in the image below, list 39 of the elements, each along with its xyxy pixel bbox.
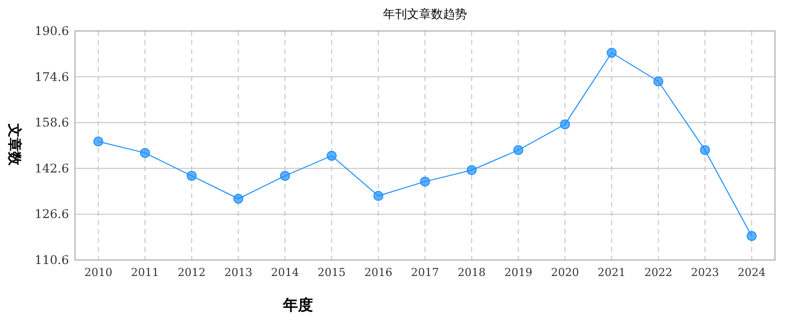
x-tick-label: 2018: [458, 266, 486, 279]
point: [186, 170, 197, 181]
x-tick-label: 2021: [598, 266, 626, 279]
point: [233, 194, 244, 204]
chart-title: 年刊文章数趋势: [383, 7, 467, 21]
y-tick-label: 174.6: [34, 70, 69, 84]
point: [140, 148, 150, 158]
x-tick-label: 2012: [178, 266, 206, 279]
x-tick-label: 2020: [551, 266, 579, 279]
y-tick-label: 190.6: [34, 24, 69, 38]
x-tick-label: 2013: [224, 266, 252, 279]
y-tick-label: 126.6: [34, 207, 69, 222]
x-tick-label: 2017: [411, 266, 439, 279]
x-tick-label: 2023: [691, 266, 719, 279]
point: [746, 230, 757, 241]
x-tick-label: 2014: [271, 266, 299, 279]
x-tick-label: 2016: [364, 266, 392, 279]
y-axis-title: 文章数: [6, 122, 23, 166]
y-tick-label: 110.6: [34, 253, 69, 267]
point: [466, 165, 477, 176]
x-tick-label: 2022: [644, 266, 672, 279]
y-tick-label: 158.6: [34, 116, 69, 130]
x-axis-title: 年度: [282, 296, 313, 314]
point: [420, 176, 430, 187]
point: [606, 48, 617, 58]
point: [513, 145, 524, 156]
point: [280, 170, 290, 181]
x-tick-label: 2015: [318, 266, 346, 279]
point: [326, 150, 337, 161]
x-tick-label: 2019: [504, 266, 532, 279]
x-tick-label: 2011: [131, 266, 159, 279]
point: [560, 119, 570, 130]
point: [93, 136, 104, 146]
point: [700, 145, 710, 156]
x-tick-label: 2010: [84, 266, 112, 279]
point: [373, 190, 384, 201]
point: [653, 76, 664, 86]
y-tick-label: 142.6: [34, 161, 69, 176]
x-tick-label: 2024: [738, 266, 766, 279]
